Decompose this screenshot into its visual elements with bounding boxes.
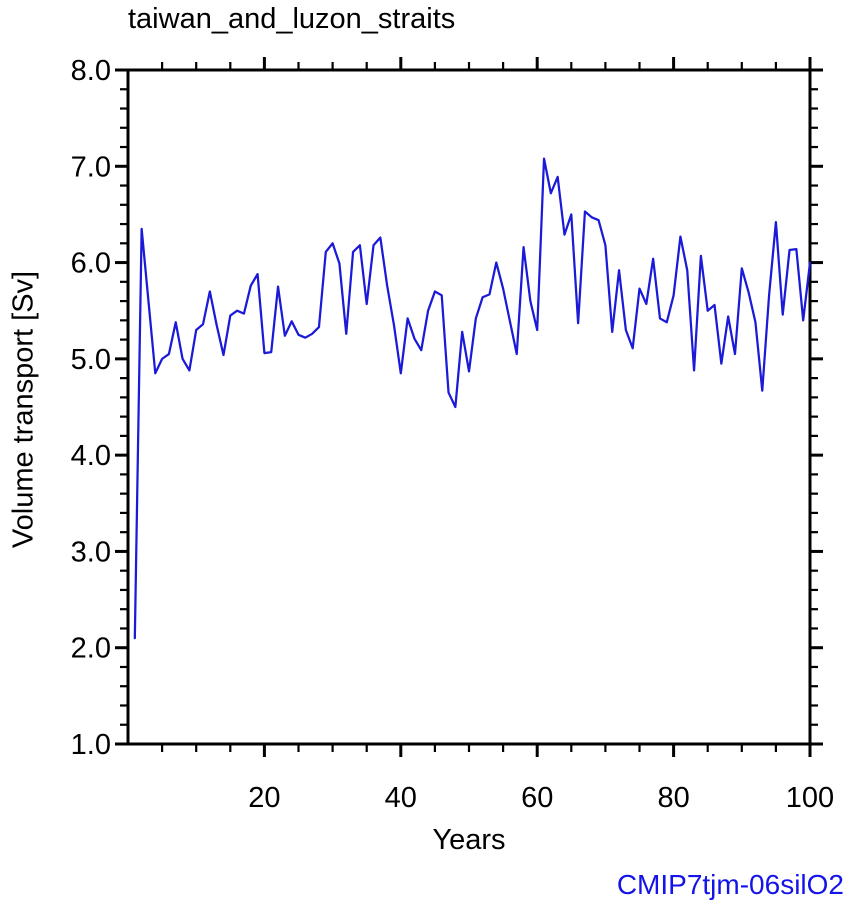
y-axis-label: Volume transport [Sv] bbox=[7, 270, 40, 549]
plot-frame bbox=[126, 68, 812, 746]
chart-title: taiwan_and_luzon_straits bbox=[128, 3, 456, 35]
y-tick-label: 1.0 bbox=[71, 729, 111, 761]
x-tick-label: 80 bbox=[657, 782, 689, 814]
x-tick-labels: 20 40 60 80 100 bbox=[248, 782, 834, 814]
y-tick-label: 2.0 bbox=[71, 633, 111, 665]
x-tick-label: 20 bbox=[248, 782, 280, 814]
y-axis-ticks bbox=[115, 68, 823, 746]
run-annotation: CMIP7tjm-06silO2 bbox=[616, 869, 844, 900]
y-tick-label: 3.0 bbox=[71, 536, 111, 568]
x-tick-label: 40 bbox=[385, 782, 417, 814]
y-tick-label: 4.0 bbox=[71, 440, 111, 472]
series-line-volume-transport bbox=[133, 157, 812, 640]
x-tick-label: 100 bbox=[786, 782, 834, 814]
y-tick-label: 5.0 bbox=[71, 344, 111, 376]
x-axis-label: Years bbox=[432, 824, 506, 856]
y-tick-label: 7.0 bbox=[71, 151, 111, 183]
y-tick-labels: 8.0 7.0 6.0 5.0 4.0 3.0 2.0 1.0 bbox=[71, 55, 111, 761]
x-axis-ticks bbox=[161, 57, 812, 757]
y-tick-label: 6.0 bbox=[71, 248, 111, 280]
y-tick-label: 8.0 bbox=[71, 55, 111, 87]
x-tick-label: 60 bbox=[521, 782, 553, 814]
